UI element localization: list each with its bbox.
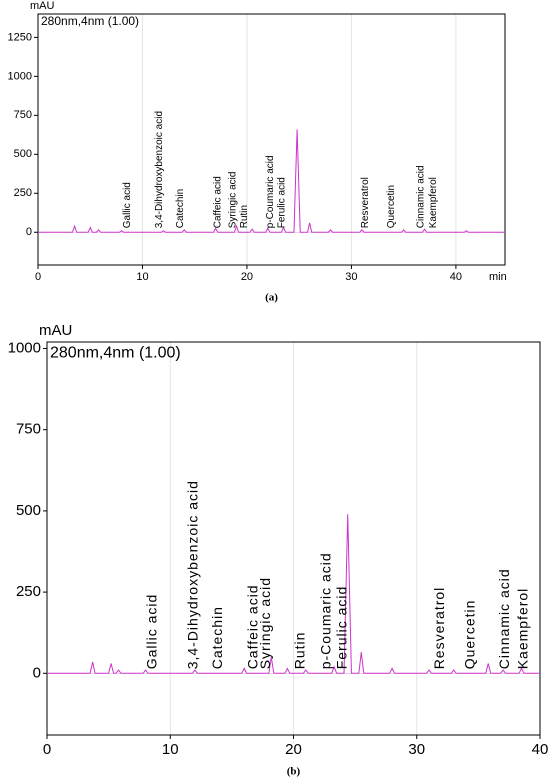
peak-label: Rutin [292, 632, 308, 670]
peak-label: Resveratrol [431, 587, 447, 670]
peak-label: Gallic acid [122, 182, 133, 228]
legend-label: 280nm,4nm (1.00) [50, 344, 181, 361]
y-tick-label: 1000 [8, 70, 32, 82]
x-tick-label: 30 [408, 741, 425, 758]
peak-label: Cinnamic acid [496, 568, 512, 669]
y-tick-label: 750 [14, 109, 32, 121]
peak-label: Catechin [209, 606, 225, 669]
x-tick-label: 10 [136, 271, 148, 283]
peak-label: Cinnamic acid [415, 165, 426, 228]
x-tick-label: 40 [532, 741, 549, 758]
x-tick-label: 0 [43, 741, 51, 758]
x-tick-label: 0 [35, 271, 41, 283]
peak-label: Rutin [239, 205, 250, 228]
legend-label: 280nm,4nm (1.00) [41, 14, 139, 28]
peak-label: p-Coumaric acid [265, 155, 276, 228]
peak-label: Gallic acid [144, 594, 160, 670]
y-axis-label: mAU [39, 322, 72, 339]
x-tick-label: 20 [285, 741, 302, 758]
peak-label: Kaempferol [428, 177, 439, 228]
peak-label: Resveratrol [360, 177, 371, 228]
peak-label: Syringic acid [227, 172, 238, 229]
y-tick-label: 250 [16, 583, 41, 600]
y-tick-label: 1250 [8, 31, 32, 43]
peak-label: Quercetin [386, 185, 397, 228]
peak-label: Ferulic acid [276, 177, 287, 228]
y-tick-label: 500 [16, 502, 41, 519]
x-axis-label: min [489, 271, 507, 283]
peak-label: 3,4-Dihydroxybenzoic acid [154, 111, 165, 228]
peak-label: 3,4-Dihydroxybenzoic acid [184, 480, 200, 669]
y-tick-label: 0 [33, 664, 41, 681]
peak-label: Ferulic acid [333, 586, 349, 670]
peak-label: p-Coumaric acid [317, 552, 333, 669]
y-tick-label: 0 [26, 226, 32, 238]
caption: (b) [287, 766, 301, 778]
x-tick-label: 30 [345, 271, 357, 283]
peak-label: Caffeic acid [245, 584, 261, 669]
x-tick-label: 10 [162, 741, 179, 758]
x-tick-label: 40 [450, 271, 462, 283]
peak-label: Catechin [175, 189, 186, 228]
y-tick-label: 750 [16, 421, 41, 438]
chromatogram-trace [47, 514, 540, 674]
peak-label: Quercetin [462, 600, 478, 670]
plot-frame [46, 341, 541, 736]
caption: (a) [265, 292, 278, 304]
peak-label: Syringic acid [257, 577, 273, 669]
y-tick-label: 250 [14, 187, 32, 199]
peak-label: Kaempferol [515, 588, 531, 670]
plot-frame [37, 13, 506, 266]
y-axis-label: mAU [30, 0, 55, 12]
y-tick-label: 500 [14, 148, 32, 160]
x-tick-label: 20 [241, 271, 253, 283]
y-tick-label: 1000 [8, 339, 41, 356]
chromatogram-trace [38, 129, 505, 233]
peak-label: Caffeic acid [213, 176, 224, 228]
